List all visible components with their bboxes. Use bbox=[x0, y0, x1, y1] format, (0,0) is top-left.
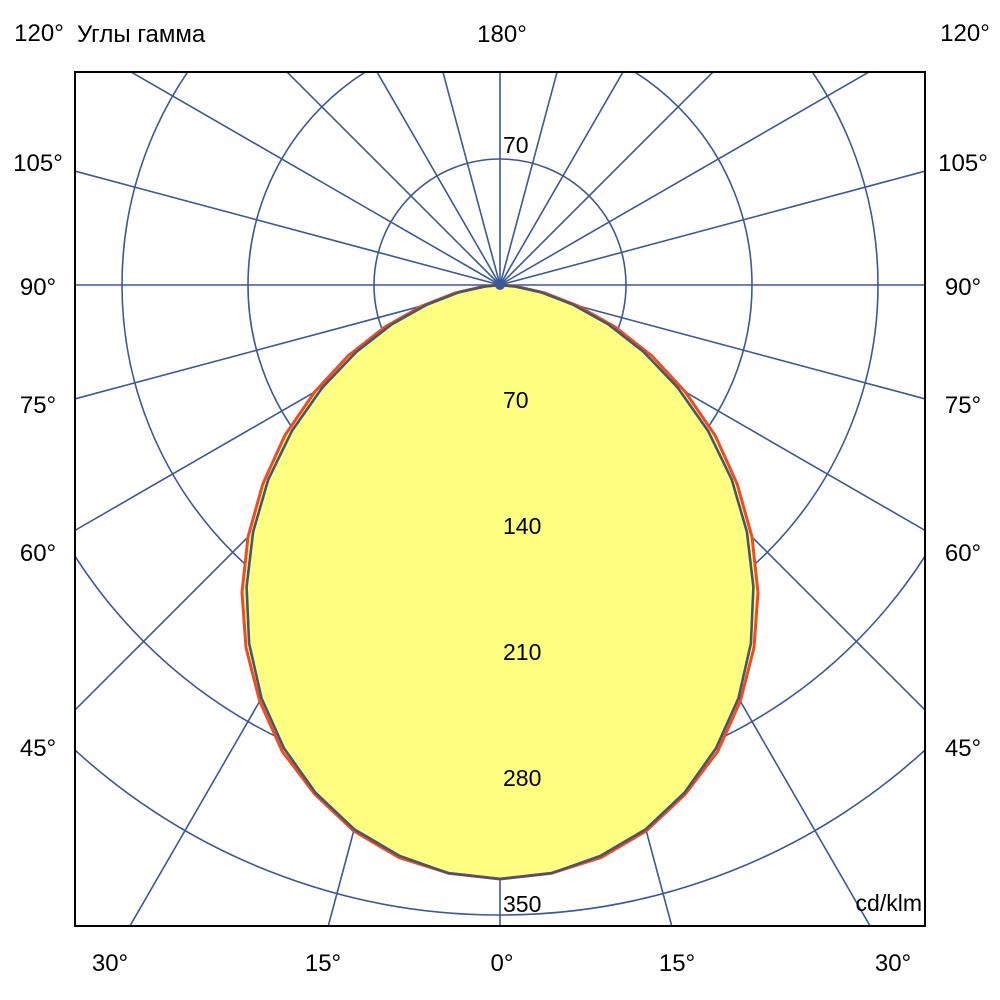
right-angle-label: 60° bbox=[945, 540, 981, 567]
axis-labels: 105° 90° 75° 60° 45° 105° 90° 75° 60° 45° 30° 15° 0°… bbox=[13, 150, 988, 977]
left-angle-label: 105° bbox=[13, 150, 63, 177]
left-angle-label: 90° bbox=[20, 274, 56, 301]
ring-value-label: 70 bbox=[503, 387, 529, 413]
polar-grid-radial-line bbox=[442, 72, 501, 286]
ring-value-label: 210 bbox=[503, 639, 541, 665]
plot-border bbox=[74, 71, 926, 927]
ring-value-label: 350 bbox=[503, 891, 541, 917]
bottom-angle-label: 15° bbox=[305, 950, 341, 977]
left-angle-label: 60° bbox=[20, 540, 56, 567]
polar-grid-radial-line bbox=[129, 72, 501, 286]
chart-title: Углы гамма bbox=[77, 21, 206, 48]
polar-grid-radial-line bbox=[499, 72, 871, 286]
right-angle-label: 75° bbox=[945, 392, 981, 419]
left-angle-label: 75° bbox=[20, 392, 56, 419]
top-left-angle-label: 120° bbox=[14, 20, 64, 47]
top-center-angle-label: 180° bbox=[477, 21, 527, 48]
polar-grid-radial-line bbox=[75, 284, 501, 400]
bottom-angle-label: 30° bbox=[875, 950, 911, 977]
top-right-angle-label: 120° bbox=[940, 20, 990, 47]
polar-grid-radial-line bbox=[499, 72, 558, 286]
ring-value-label: 280 bbox=[503, 765, 541, 791]
polar-origin-dot bbox=[495, 280, 505, 290]
right-angle-label: 90° bbox=[945, 274, 981, 301]
bottom-angle-label: 30° bbox=[92, 950, 128, 977]
ring-value-label: 140 bbox=[503, 513, 541, 539]
polar-grid-radial-line bbox=[75, 170, 501, 286]
polar-grid-radial-line bbox=[499, 284, 925, 400]
polar-grid-radial-line bbox=[499, 72, 715, 286]
intensity-curve-c90-c270 bbox=[245, 283, 755, 881]
right-angle-label: 105° bbox=[938, 150, 988, 177]
polar-grid-radial-line bbox=[499, 170, 925, 286]
intensity-curves bbox=[240, 280, 760, 881]
unit-label: cd/klm bbox=[856, 890, 922, 916]
upper-ring-label: 70 bbox=[503, 132, 529, 158]
left-angle-label: 45° bbox=[20, 735, 56, 762]
intensity-curve-c0-c180 bbox=[240, 283, 760, 881]
polar-grid-radial-line bbox=[499, 72, 624, 286]
bottom-angle-label: 0° bbox=[491, 950, 514, 977]
right-angle-label: 45° bbox=[945, 735, 981, 762]
polar-grid-radial-line bbox=[285, 72, 501, 286]
bottom-angle-label: 15° bbox=[659, 950, 695, 977]
polar-grid-radial-line bbox=[376, 72, 501, 286]
